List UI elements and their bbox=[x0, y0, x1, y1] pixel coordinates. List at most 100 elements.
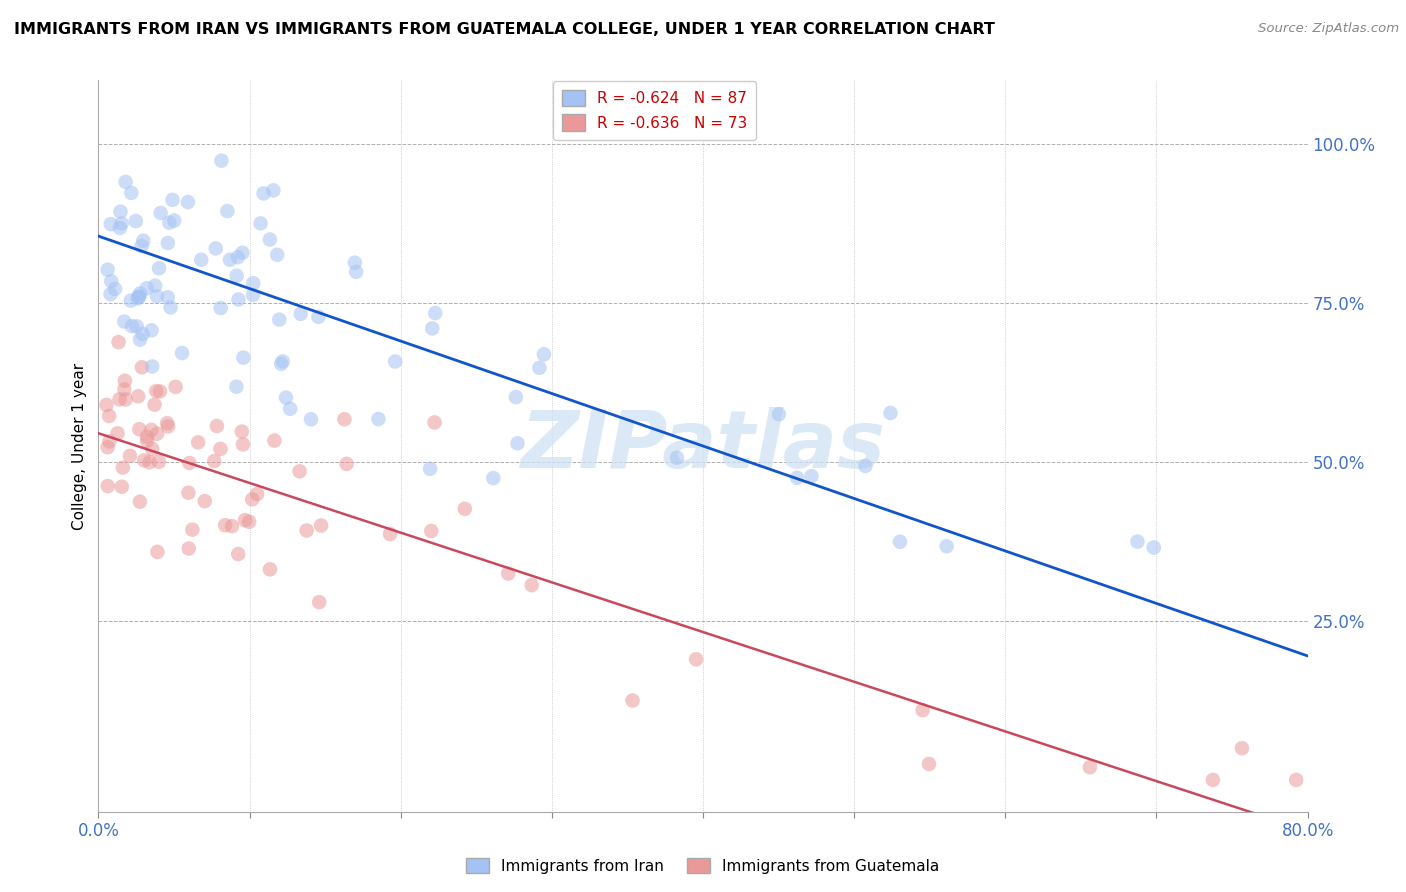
Point bbox=[226, 250, 249, 264]
Point bbox=[111, 460, 134, 475]
Point bbox=[918, 756, 941, 771]
Point bbox=[114, 374, 136, 388]
Point bbox=[1230, 741, 1253, 756]
Point bbox=[295, 524, 318, 538]
Point bbox=[204, 242, 226, 256]
Point bbox=[209, 442, 232, 456]
Point bbox=[107, 335, 129, 350]
Point bbox=[120, 293, 142, 308]
Point bbox=[104, 282, 127, 296]
Point bbox=[108, 221, 131, 235]
Point bbox=[240, 492, 263, 507]
Point bbox=[621, 693, 644, 707]
Point bbox=[855, 458, 877, 473]
Text: IMMIGRANTS FROM IRAN VS IMMIGRANTS FROM GUATEMALA COLLEGE, UNDER 1 YEAR CORRELAT: IMMIGRANTS FROM IRAN VS IMMIGRANTS FROM … bbox=[14, 22, 995, 37]
Point bbox=[232, 437, 254, 451]
Text: Source: ZipAtlas.com: Source: ZipAtlas.com bbox=[1258, 22, 1399, 36]
Point bbox=[194, 494, 217, 508]
Point bbox=[170, 346, 193, 360]
Point bbox=[482, 471, 505, 485]
Point bbox=[219, 252, 242, 267]
Point bbox=[131, 239, 153, 253]
Point bbox=[100, 287, 122, 301]
Point bbox=[665, 450, 688, 465]
Point bbox=[127, 289, 149, 303]
Point bbox=[146, 545, 169, 559]
Point bbox=[179, 456, 201, 470]
Point bbox=[131, 326, 153, 341]
Point bbox=[156, 290, 179, 304]
Point bbox=[136, 434, 159, 448]
Point bbox=[384, 354, 406, 368]
Point bbox=[238, 515, 260, 529]
Point bbox=[141, 359, 163, 374]
Point bbox=[205, 419, 228, 434]
Point bbox=[148, 455, 170, 469]
Point bbox=[496, 566, 519, 581]
Point bbox=[149, 206, 172, 220]
Point bbox=[231, 425, 253, 439]
Point bbox=[96, 398, 118, 412]
Point bbox=[217, 204, 239, 219]
Point bbox=[768, 407, 790, 421]
Point bbox=[134, 453, 156, 467]
Point bbox=[367, 412, 389, 426]
Point bbox=[419, 462, 441, 476]
Point bbox=[271, 354, 294, 368]
Point bbox=[100, 274, 122, 288]
Point bbox=[125, 319, 148, 334]
Point bbox=[121, 319, 143, 334]
Point bbox=[800, 469, 823, 483]
Point bbox=[209, 301, 232, 315]
Point bbox=[162, 193, 184, 207]
Point bbox=[246, 487, 269, 501]
Point bbox=[242, 276, 264, 290]
Point bbox=[336, 457, 359, 471]
Point bbox=[266, 248, 288, 262]
Point bbox=[529, 360, 551, 375]
Point bbox=[505, 390, 527, 404]
Point bbox=[156, 235, 179, 250]
Point bbox=[118, 449, 141, 463]
Point bbox=[454, 501, 477, 516]
Point bbox=[221, 519, 243, 533]
Point bbox=[181, 523, 204, 537]
Point bbox=[177, 485, 200, 500]
Point bbox=[98, 434, 121, 449]
Point bbox=[187, 435, 209, 450]
Point bbox=[146, 289, 169, 303]
Point bbox=[157, 419, 180, 434]
Point bbox=[114, 175, 136, 189]
Point bbox=[425, 306, 447, 320]
Point bbox=[110, 204, 132, 219]
Point bbox=[141, 323, 163, 337]
Point bbox=[1202, 772, 1225, 787]
Point bbox=[786, 471, 808, 485]
Point bbox=[252, 186, 274, 201]
Point bbox=[127, 291, 149, 305]
Legend: R = -0.624   N = 87, R = -0.636   N = 73: R = -0.624 N = 87, R = -0.636 N = 73 bbox=[553, 80, 756, 140]
Point bbox=[108, 392, 131, 407]
Point bbox=[911, 703, 934, 717]
Point bbox=[128, 422, 150, 436]
Point bbox=[420, 524, 443, 538]
Point bbox=[278, 401, 301, 416]
Point bbox=[309, 518, 332, 533]
Point bbox=[1285, 772, 1308, 787]
Point bbox=[1143, 541, 1166, 555]
Point bbox=[112, 383, 135, 397]
Point bbox=[97, 479, 120, 493]
Y-axis label: College, Under 1 year: College, Under 1 year bbox=[72, 362, 87, 530]
Point bbox=[149, 384, 172, 399]
Point bbox=[107, 426, 129, 441]
Point bbox=[163, 213, 186, 227]
Point bbox=[269, 312, 291, 326]
Point bbox=[111, 480, 134, 494]
Point bbox=[145, 384, 167, 398]
Point bbox=[533, 347, 555, 361]
Point bbox=[127, 389, 149, 403]
Point bbox=[231, 245, 253, 260]
Point bbox=[259, 562, 281, 576]
Point bbox=[288, 464, 311, 478]
Point bbox=[143, 278, 166, 293]
